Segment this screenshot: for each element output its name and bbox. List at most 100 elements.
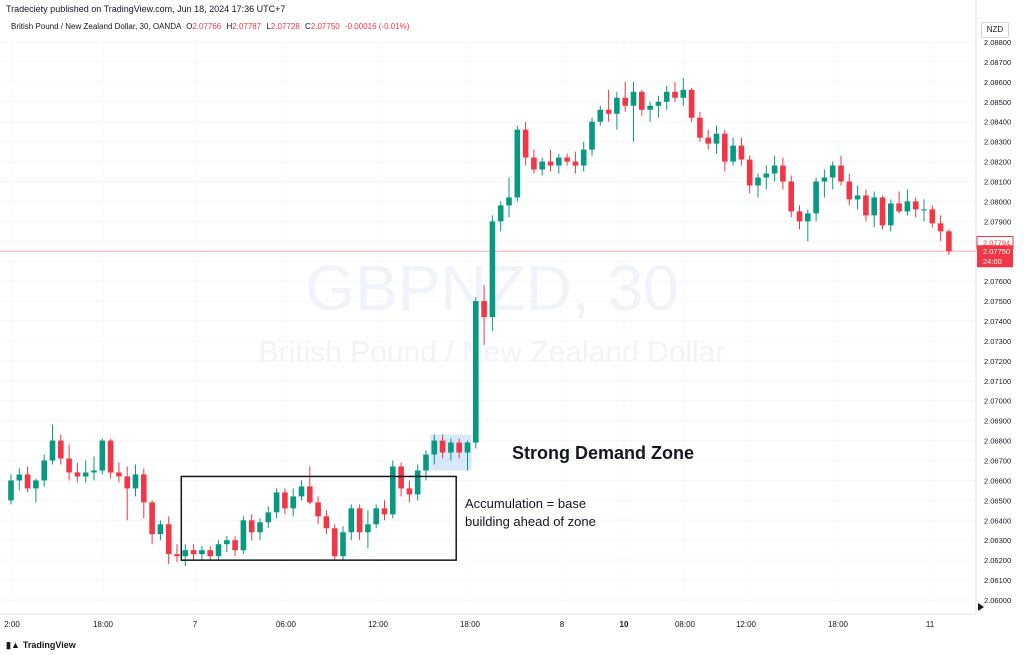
symbol-name: British Pound / New Zealand Dollar, 30, … xyxy=(11,22,181,31)
price-tick-label: 2.06800 xyxy=(984,437,1011,446)
price-axis[interactable]: 2.06000 2.06100 2.06200 2.06300 2.06400 2.065… xyxy=(984,38,1011,605)
currency-selector[interactable]: NZD xyxy=(981,22,1009,38)
candle-body xyxy=(497,205,504,222)
price-tick-label: 2.08000 xyxy=(984,197,1011,206)
candle xyxy=(904,189,911,216)
candle xyxy=(796,205,803,230)
candle xyxy=(912,197,919,218)
low-value: 2.07728 xyxy=(270,22,300,31)
candle xyxy=(589,117,595,156)
candle xyxy=(697,111,703,142)
candle-body xyxy=(888,203,894,226)
candle xyxy=(365,510,371,549)
candle xyxy=(58,434,64,465)
candle-body xyxy=(456,442,462,453)
candle xyxy=(921,199,927,222)
price-tick-label: 2.07900 xyxy=(984,217,1011,226)
candle-body xyxy=(174,554,180,557)
demand-zone-label: Strong Demand Zone xyxy=(512,443,694,463)
time-tick-label: 12:00 xyxy=(736,620,757,629)
candle xyxy=(672,81,678,102)
candle-body xyxy=(82,472,89,477)
candle-body xyxy=(763,173,770,178)
candle-body xyxy=(572,161,579,166)
candle-body xyxy=(323,516,330,529)
candle xyxy=(863,189,869,222)
candle-body xyxy=(66,458,72,473)
footer-brand: TradingView xyxy=(22,640,76,650)
candle-body xyxy=(680,89,687,98)
candle xyxy=(813,177,819,222)
tradingview-logo[interactable]: ▮▲ TradingView xyxy=(6,640,76,651)
candle-body xyxy=(182,550,189,557)
candle xyxy=(257,518,263,541)
candle xyxy=(49,424,56,465)
candle xyxy=(771,155,778,182)
candle xyxy=(713,125,720,154)
time-axis[interactable]: 2:00 18:00 7 06:00 12:00 18:00 8 10 08:00 12:00 18… xyxy=(4,620,934,629)
price-tick-label: 2.08700 xyxy=(984,58,1011,67)
price-tick-label: 2.08600 xyxy=(984,78,1011,87)
candle xyxy=(307,466,313,505)
candle-body xyxy=(896,203,902,212)
candle-body xyxy=(788,181,794,212)
candle-body xyxy=(912,201,919,210)
candle xyxy=(82,460,89,483)
candle-body xyxy=(116,472,122,477)
candle-body xyxy=(298,486,305,497)
candle-body xyxy=(506,197,512,206)
scroll-right-icon[interactable] xyxy=(978,603,984,611)
candle xyxy=(348,504,355,541)
price-tick-label: 2.06000 xyxy=(984,596,1011,605)
candle-body xyxy=(813,181,819,214)
candle xyxy=(722,129,728,172)
time-tick-label: 10 xyxy=(620,620,629,629)
candle xyxy=(888,199,894,232)
price-tick-label: 2.07300 xyxy=(984,337,1011,346)
last-price-label-box xyxy=(977,245,1013,268)
candle-body xyxy=(49,440,56,461)
candle xyxy=(605,89,612,122)
candle-body xyxy=(107,440,114,473)
open-value: 2.07766 xyxy=(192,22,222,31)
candle-body xyxy=(149,502,155,535)
candle xyxy=(929,205,936,228)
candle xyxy=(946,229,952,256)
candle xyxy=(456,438,462,459)
candle-body xyxy=(348,508,355,533)
candle-body xyxy=(24,474,31,489)
candle-body xyxy=(697,117,703,138)
candle-body xyxy=(514,129,521,198)
candle xyxy=(647,101,653,122)
time-tick-label: 18:00 xyxy=(828,620,849,629)
candle-body xyxy=(356,508,363,533)
candle xyxy=(414,464,421,501)
candle xyxy=(663,85,670,110)
candle xyxy=(215,540,222,561)
time-tick-label: 18:00 xyxy=(460,620,481,629)
candle-body xyxy=(821,177,828,182)
candle xyxy=(489,215,496,331)
candle-body xyxy=(946,231,952,252)
last-price-label-text: 2.07750 xyxy=(983,247,1010,256)
price-tick-label: 2.06600 xyxy=(984,476,1011,485)
candle xyxy=(406,480,413,503)
candle xyxy=(74,462,81,483)
candle xyxy=(705,129,711,150)
candle-body xyxy=(473,301,479,443)
candle-body xyxy=(215,544,222,557)
candle xyxy=(829,161,836,190)
high-value: 2.07787 xyxy=(232,22,262,31)
price-tick-label: 2.06400 xyxy=(984,516,1011,525)
candle xyxy=(464,440,471,471)
candle xyxy=(879,195,886,230)
candle-body xyxy=(879,197,886,226)
candle-body xyxy=(846,181,853,200)
candle-body xyxy=(190,550,197,555)
candle xyxy=(381,500,388,521)
candle-body xyxy=(489,221,496,318)
candle-body xyxy=(738,145,745,160)
candle xyxy=(630,81,637,142)
candle xyxy=(157,520,164,541)
